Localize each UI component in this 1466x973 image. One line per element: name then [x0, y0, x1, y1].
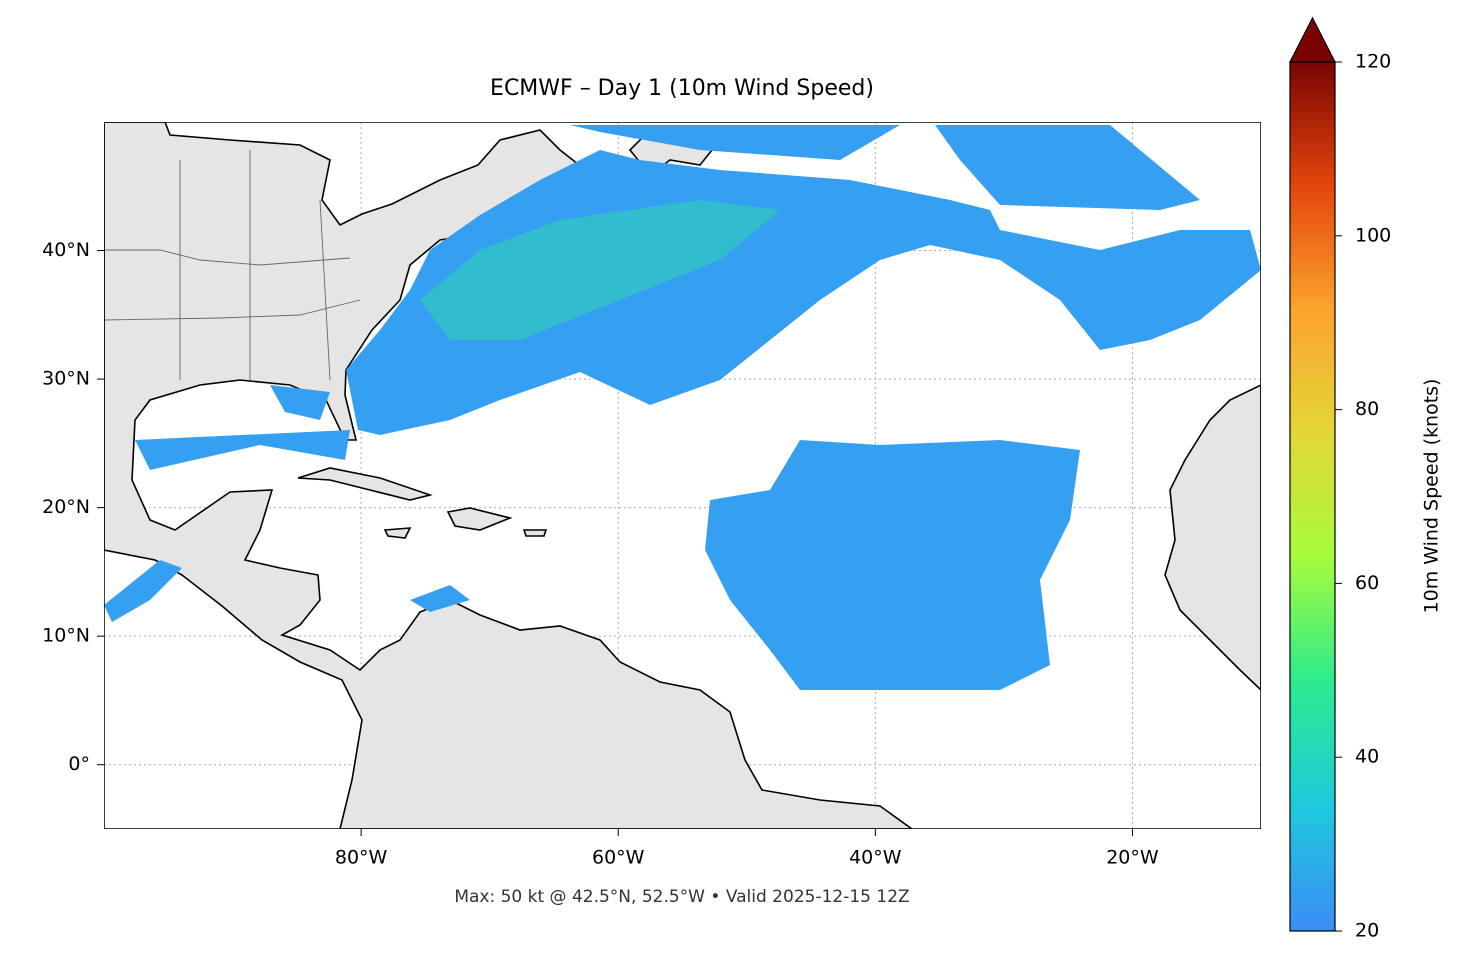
cuba	[297, 467, 433, 501]
chart-title: ECMWF – Day 1 (10m Wind Speed)	[490, 76, 874, 101]
y-tick-label: 10°N	[42, 625, 90, 647]
map	[104, 122, 1261, 829]
us-borders	[104, 150, 361, 381]
colorbar-scale	[1289, 61, 1336, 932]
africa	[1164, 384, 1261, 692]
wind-core	[420, 200, 780, 340]
x-tick-label: 80°W	[335, 847, 388, 869]
x-tick-label: 20°W	[1106, 847, 1159, 869]
puerto-rico	[522, 529, 548, 537]
colorbar-tick-label: 40	[1355, 746, 1379, 768]
wind-central-atlantic	[705, 440, 1080, 690]
colorbar-tick-label: 100	[1355, 224, 1391, 246]
hispaniola	[446, 507, 513, 531]
colorbar-extension	[1289, 16, 1336, 63]
colorbar: 10m Wind Speed (knots) 20 40 60 80 100 120	[1289, 16, 1443, 942]
y-tick-label: 0°	[68, 753, 90, 775]
wind-gulf	[135, 385, 350, 470]
jamaica	[383, 527, 412, 539]
americas	[104, 122, 914, 829]
y-tick-label: 30°N	[42, 368, 90, 390]
wind-upper	[570, 125, 1200, 210]
colorbar-tick-label: 120	[1355, 51, 1391, 73]
colorbar-tick-label: 60	[1355, 572, 1379, 594]
x-tick-label: 60°W	[592, 847, 645, 869]
y-tick-label: 40°N	[42, 239, 90, 261]
colorbar-tick-label: 20	[1355, 920, 1379, 942]
axis-ticks: 80°W 60°W 40°W 20°W 0° 10°N 20°N 30°N 40°N	[42, 239, 1159, 868]
y-tick-label: 20°N	[42, 496, 90, 518]
colorbar-label: 10m Wind Speed (knots)	[1421, 379, 1443, 614]
x-tick-label: 40°W	[849, 847, 902, 869]
colorbar-tick-label: 80	[1355, 398, 1379, 420]
annotation: Max: 50 kt @ 42.5°N, 52.5°W • Valid 2025…	[454, 887, 909, 907]
